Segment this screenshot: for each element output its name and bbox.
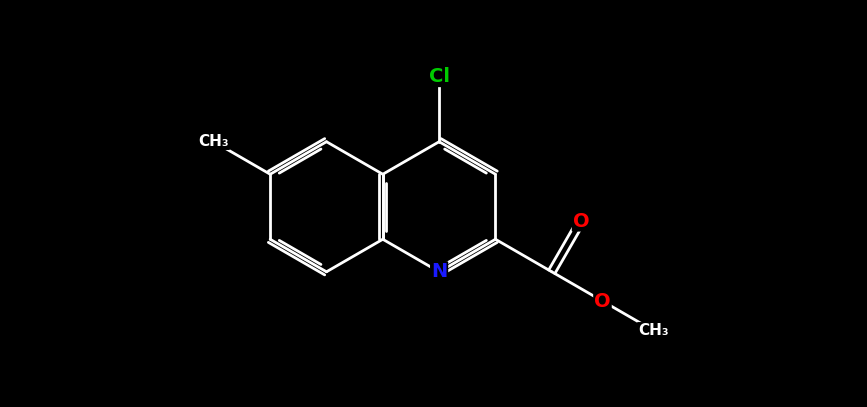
Text: CH₃: CH₃	[638, 323, 668, 338]
Text: O: O	[594, 291, 610, 311]
Text: Cl: Cl	[428, 67, 450, 86]
Text: O: O	[573, 212, 590, 231]
Text: N: N	[431, 262, 447, 281]
Text: CH₃: CH₃	[199, 134, 229, 149]
